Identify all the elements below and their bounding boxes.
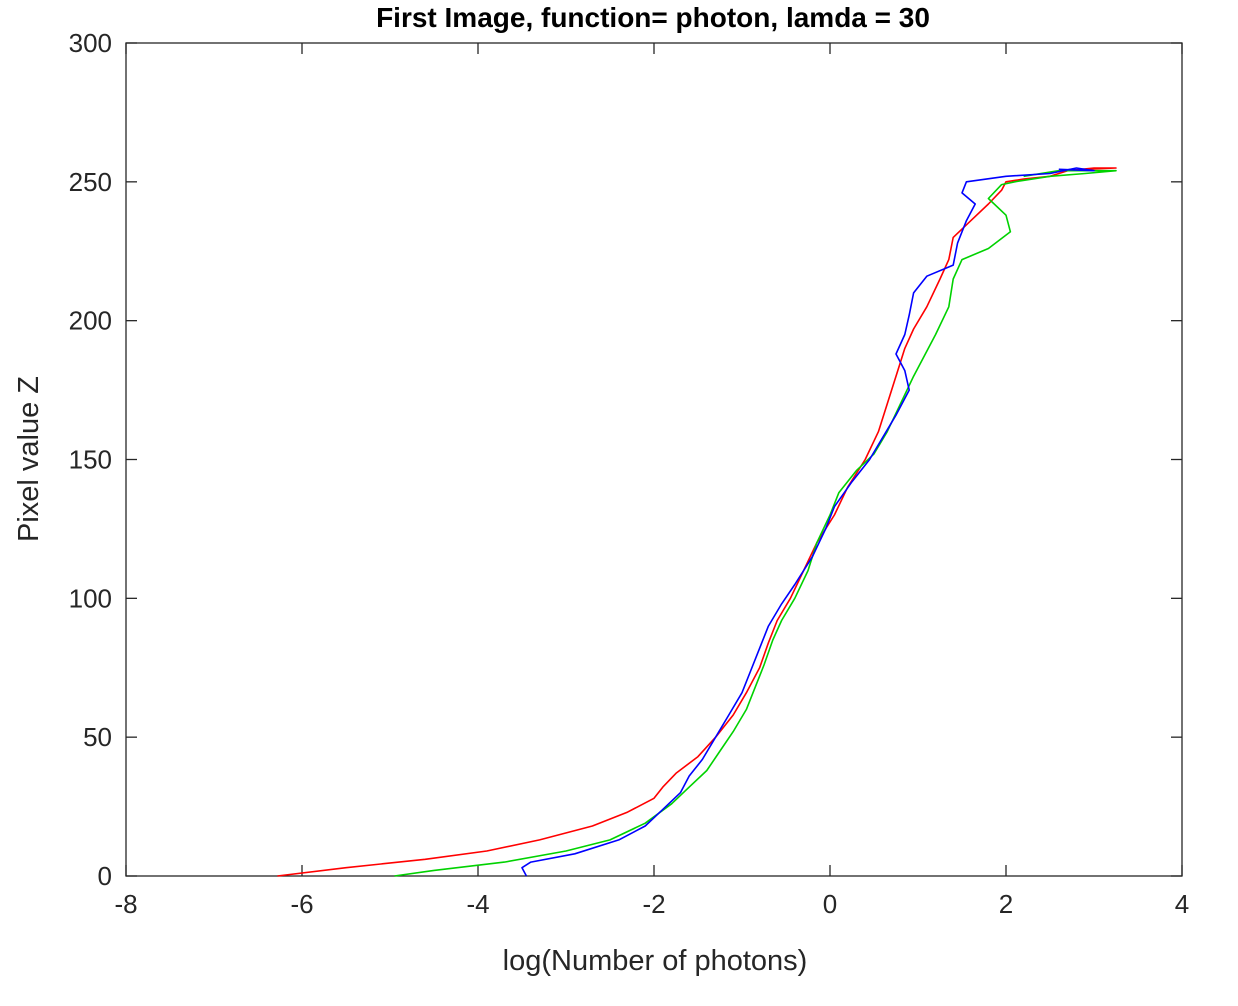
y-tick-label: 0 <box>98 861 112 891</box>
y-tick-label: 200 <box>69 306 112 336</box>
x-tick-label: -8 <box>114 889 137 919</box>
x-tick-label: -4 <box>466 889 489 919</box>
y-tick-label: 100 <box>69 583 112 613</box>
series-group <box>277 167 1117 877</box>
plot-area-box <box>125 42 1183 877</box>
red-series-line <box>277 167 1117 877</box>
x-tick-label: -6 <box>290 889 313 919</box>
y-tick-label: 250 <box>69 167 112 197</box>
x-tick-label: 2 <box>999 889 1013 919</box>
x-tick-label: 0 <box>823 889 837 919</box>
x-axis-label: log(Number of photons) <box>503 945 808 977</box>
chart-title: First Image, function= photon, lamda = 3… <box>376 2 930 33</box>
green-series-line <box>394 169 1117 877</box>
axis-ticks: -8 -6 -4 -2 0 2 4 0 50 100 150 200 250 300 <box>69 28 1190 919</box>
x-tick-label: -2 <box>642 889 665 919</box>
y-tick-label: 300 <box>69 28 112 58</box>
blue-series-line <box>521 167 1095 877</box>
y-tick-label: 50 <box>83 722 112 752</box>
y-tick-label: 150 <box>69 445 112 475</box>
y-axis-label: Pixel value Z <box>13 376 45 542</box>
x-tick-label: 4 <box>1175 889 1189 919</box>
